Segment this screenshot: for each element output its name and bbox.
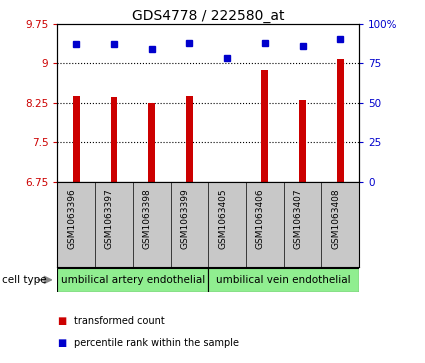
- Bar: [208, 268, 359, 292]
- Text: GSM1063396: GSM1063396: [67, 188, 76, 249]
- Bar: [186, 96, 193, 182]
- Text: ■: ■: [57, 316, 67, 326]
- Bar: [57, 268, 208, 292]
- Text: percentile rank within the sample: percentile rank within the sample: [74, 338, 239, 348]
- Title: GDS4778 / 222580_at: GDS4778 / 222580_at: [132, 9, 284, 23]
- Text: umbilical artery endothelial: umbilical artery endothelial: [61, 275, 205, 285]
- Bar: [261, 70, 268, 182]
- Bar: [224, 182, 230, 185]
- Text: GSM1063397: GSM1063397: [105, 188, 114, 249]
- Text: GSM1063399: GSM1063399: [180, 188, 190, 249]
- Text: GSM1063408: GSM1063408: [331, 188, 340, 249]
- Text: transformed count: transformed count: [74, 316, 165, 326]
- Text: umbilical vein endothelial: umbilical vein endothelial: [216, 275, 351, 285]
- Text: cell type: cell type: [2, 275, 47, 285]
- Text: ■: ■: [57, 338, 67, 348]
- Bar: [148, 102, 155, 182]
- Bar: [110, 97, 117, 182]
- Text: GSM1063406: GSM1063406: [256, 188, 265, 249]
- Text: GSM1063405: GSM1063405: [218, 188, 227, 249]
- Text: GSM1063407: GSM1063407: [294, 188, 303, 249]
- Bar: [299, 100, 306, 182]
- Bar: [337, 59, 344, 182]
- Text: GSM1063398: GSM1063398: [143, 188, 152, 249]
- Bar: [73, 96, 79, 182]
